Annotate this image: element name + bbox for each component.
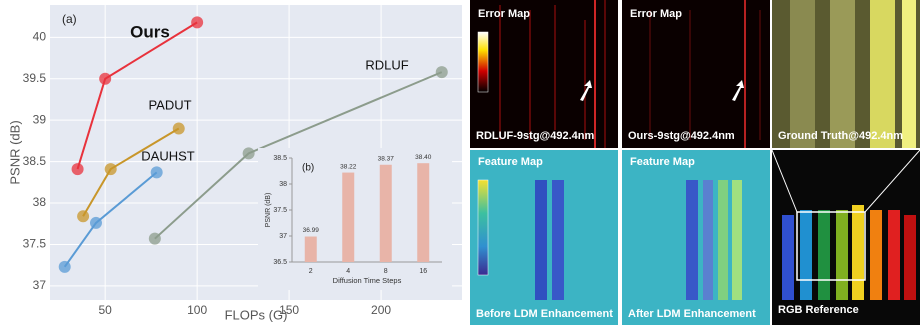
point (191, 16, 204, 29)
panels: Error Map RDLUF-9stg@492.4nm Error Map O… (470, 0, 920, 325)
x-tick-label: 16 (419, 268, 427, 275)
y-tick-label: 39.5 (23, 71, 47, 85)
point (172, 122, 185, 135)
series-label: PADUT (148, 97, 191, 112)
annotation: (b) (302, 163, 314, 174)
point (71, 163, 84, 176)
y-tick-label: 40 (33, 29, 47, 43)
y-axis-title: PSNR (dB) (265, 193, 272, 228)
y-tick-label: 37.5 (23, 237, 47, 251)
x-tick-label: 150 (279, 303, 299, 317)
series-label: RDLUF (365, 57, 408, 72)
y-tick-label: 37 (279, 233, 287, 240)
panel-title: Feature Map (630, 156, 695, 168)
point (148, 232, 161, 245)
panel-caption: RGB Reference (778, 304, 859, 316)
y-axis-title: PSNR (dB) (7, 120, 22, 184)
point (104, 163, 117, 176)
value-label: 36.99 (303, 227, 320, 234)
series-label: DAUHST (141, 148, 195, 163)
x-tick-label: 2 (309, 268, 313, 275)
bar (379, 164, 392, 262)
panel-caption: Ground Truth@492.4nm (778, 130, 903, 142)
y-tick-label: 38 (279, 181, 287, 188)
y-tick-label: 38.5 (23, 154, 47, 168)
point (99, 72, 112, 85)
point (150, 166, 163, 179)
y-tick-label: 37 (33, 278, 47, 292)
x-tick-label: 4 (346, 268, 350, 275)
point (242, 147, 255, 160)
point (435, 66, 448, 79)
x-tick-label: 8 (384, 268, 388, 275)
y-tick-label: 37.5 (273, 207, 287, 214)
value-label: 38.22 (340, 163, 357, 170)
panel-title: Error Map (478, 8, 530, 20)
x-axis-title: FLOPs (G) (225, 307, 288, 322)
bar (417, 163, 430, 262)
series-label: Ours (130, 22, 170, 41)
annotation: (a) (62, 12, 77, 26)
x-tick-label: 200 (371, 303, 391, 317)
bar (342, 172, 355, 262)
panel-caption: RDLUF-9stg@492.4nm (476, 130, 595, 142)
panel-caption: After LDM Enhancement (628, 308, 756, 320)
x-axis-title: Diffusion Time Steps (333, 276, 402, 285)
panel-title: Error Map (630, 8, 682, 20)
y-tick-label: 38 (33, 195, 47, 209)
x-tick-label: 50 (98, 303, 112, 317)
point (77, 210, 90, 223)
error-map (622, 0, 770, 148)
panel-caption: Ours-9stg@492.4nm (628, 130, 735, 142)
panel-title: Feature Map (478, 156, 543, 168)
y-tick-label: 38.5 (273, 155, 287, 162)
error-map (470, 0, 618, 148)
panel-caption: Before LDM Enhancement (476, 308, 613, 320)
y-tick-label: 36.5 (273, 259, 287, 266)
y-tick-label: 39 (33, 112, 47, 126)
value-label: 38.37 (378, 155, 395, 162)
value-label: 38.40 (415, 154, 432, 161)
point (58, 260, 71, 273)
bar (304, 236, 317, 262)
x-tick-label: 100 (187, 303, 207, 317)
point (89, 216, 102, 229)
